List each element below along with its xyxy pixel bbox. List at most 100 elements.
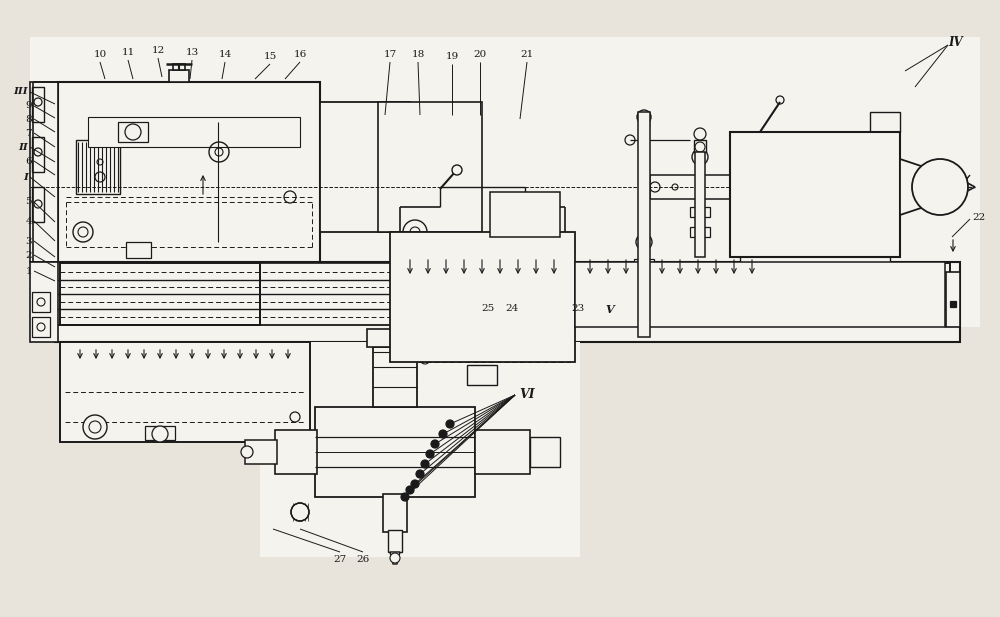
Text: 24: 24 (505, 304, 519, 313)
Bar (275, 430, 317, 474)
Bar (946, 272, 960, 327)
Text: 8: 8 (25, 115, 32, 123)
Text: 1: 1 (25, 267, 32, 276)
Text: I: I (23, 173, 28, 181)
Bar (388, 530, 402, 552)
Bar (634, 279, 654, 287)
Bar (32, 87, 44, 122)
Bar (315, 407, 475, 497)
Bar (58, 82, 320, 262)
Circle shape (416, 470, 424, 478)
Polygon shape (900, 159, 960, 215)
Text: 9: 9 (25, 102, 32, 110)
Text: 25: 25 (481, 304, 495, 313)
Text: 3: 3 (25, 236, 32, 246)
Bar (690, 207, 710, 217)
Circle shape (421, 460, 429, 468)
Bar (490, 192, 560, 237)
Circle shape (83, 415, 107, 439)
Bar (639, 112, 649, 127)
Text: 18: 18 (411, 50, 425, 59)
Text: 15: 15 (263, 52, 277, 61)
Bar (467, 365, 497, 385)
Bar (694, 140, 706, 152)
Text: 27: 27 (333, 555, 347, 564)
Bar (575, 262, 945, 327)
Bar (126, 242, 151, 258)
Bar (173, 64, 185, 70)
Circle shape (152, 426, 168, 442)
Circle shape (920, 167, 960, 207)
Circle shape (241, 446, 253, 458)
Text: 14: 14 (218, 50, 232, 59)
Bar (260, 342, 580, 557)
Text: 22: 22 (972, 212, 985, 222)
Bar (169, 70, 189, 82)
Bar (32, 317, 50, 337)
Text: 26: 26 (356, 555, 370, 564)
Bar (60, 342, 310, 442)
Bar (30, 82, 58, 262)
Bar (30, 37, 980, 327)
Bar (55, 262, 960, 342)
Bar (390, 232, 575, 362)
Bar (118, 122, 148, 142)
Text: 11: 11 (121, 48, 135, 57)
Circle shape (426, 450, 434, 458)
Text: 7: 7 (25, 128, 32, 138)
Bar (30, 262, 58, 342)
Circle shape (390, 553, 400, 563)
Bar (32, 187, 44, 222)
Circle shape (452, 165, 462, 175)
Bar (830, 263, 950, 325)
Text: 12: 12 (151, 46, 165, 55)
Text: 21: 21 (520, 50, 534, 59)
Bar (367, 329, 423, 347)
Text: II: II (18, 143, 28, 152)
Circle shape (406, 486, 414, 494)
Circle shape (446, 420, 454, 428)
Bar (60, 263, 260, 325)
Bar (88, 117, 300, 147)
Text: VI: VI (519, 389, 535, 402)
Text: 23: 23 (571, 304, 585, 313)
Bar (950, 301, 956, 307)
Circle shape (692, 149, 708, 165)
Text: 10: 10 (93, 50, 107, 59)
Bar (373, 347, 417, 407)
Bar (730, 132, 900, 257)
Text: 17: 17 (383, 50, 397, 59)
Circle shape (439, 430, 447, 438)
Bar (634, 259, 654, 267)
Bar (475, 430, 530, 474)
Bar (638, 112, 650, 337)
Bar (32, 292, 50, 312)
Text: 16: 16 (293, 50, 307, 59)
Bar (634, 299, 654, 307)
Bar (690, 227, 710, 237)
Bar (76, 140, 120, 194)
Circle shape (291, 503, 309, 521)
Circle shape (401, 493, 409, 501)
Circle shape (131, 243, 145, 257)
Text: 5: 5 (25, 197, 32, 207)
Bar (870, 112, 900, 132)
Text: 20: 20 (473, 50, 487, 59)
Bar (145, 426, 175, 440)
Bar (378, 102, 482, 232)
Circle shape (73, 222, 93, 242)
Text: 4: 4 (25, 217, 32, 225)
Circle shape (636, 234, 652, 250)
Bar (530, 437, 560, 467)
Circle shape (431, 440, 439, 448)
Polygon shape (390, 552, 400, 564)
Bar (650, 175, 730, 199)
Text: IV: IV (948, 36, 963, 49)
Bar (383, 494, 407, 532)
Text: 13: 13 (185, 48, 199, 57)
Bar (32, 137, 44, 172)
Circle shape (912, 159, 968, 215)
Text: 19: 19 (445, 52, 459, 61)
Bar (695, 152, 705, 257)
Bar (500, 197, 550, 217)
